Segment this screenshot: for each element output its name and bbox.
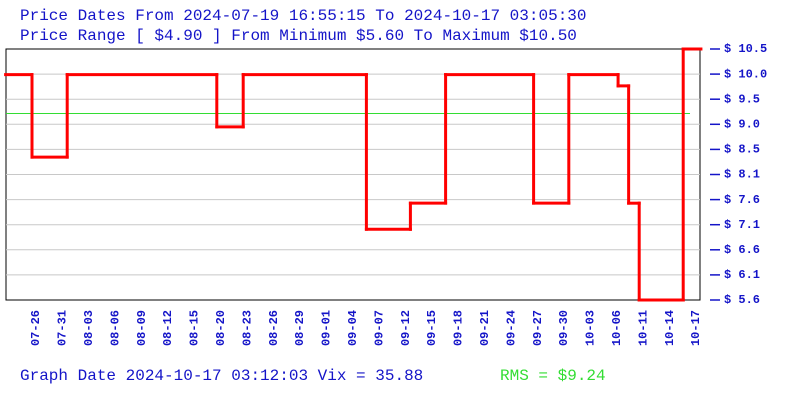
x-tick-label: 09-24 (504, 310, 518, 346)
x-tick-label: 10-14 (663, 310, 677, 346)
chart-title: Price Dates From 2024-07-19 16:55:15 To … (20, 7, 587, 25)
y-tick-label: $ 9.5 (724, 92, 760, 106)
x-tick-label: 10-03 (584, 310, 598, 346)
chart-subtitle: Price Range [ $4.90 ] From Minimum $5.60… (20, 27, 577, 45)
x-tick-label: 09-01 (320, 310, 334, 346)
y-tick-label: $ 6.1 (724, 268, 760, 282)
x-tick-label: 09-12 (399, 310, 413, 346)
x-tick-label: 09-27 (531, 310, 545, 346)
y-tick-label: $ 8.1 (724, 168, 760, 182)
footer: Graph Date 2024-10-17 03:12:03 Vix = 35.… (20, 367, 423, 385)
x-tick-label: 08-15 (188, 310, 202, 346)
x-tick-label: 08-23 (240, 310, 254, 346)
x-tick-label: 08-26 (267, 310, 281, 346)
y-tick-label: $ 7.1 (724, 218, 760, 232)
x-tick-label: 08-20 (214, 310, 228, 346)
rms-label: RMS = $9.24 (500, 367, 606, 385)
y-tick-label: $ 10.0 (724, 67, 767, 81)
y-tick-label: $ 5.6 (724, 293, 760, 307)
x-tick-label: 09-18 (452, 310, 466, 346)
x-tick-label: 08-09 (135, 310, 149, 346)
x-tick-label: 08-03 (82, 310, 96, 346)
x-tick-label: 08-29 (293, 310, 307, 346)
y-tick-label: $ 10.5 (724, 42, 767, 56)
x-tick-label: 08-12 (161, 310, 175, 346)
y-tick-label: $ 9.0 (724, 117, 760, 131)
y-tick-label: $ 6.6 (724, 243, 760, 257)
x-tick-label: 09-07 (372, 310, 386, 346)
x-tick-label: 08-06 (108, 310, 122, 346)
x-tick-label: 09-21 (478, 310, 492, 346)
y-tick-label: $ 7.6 (724, 193, 760, 207)
x-tick-label: 10-11 (636, 310, 650, 346)
x-tick-label: 09-15 (425, 310, 439, 346)
x-tick-label: 10-06 (610, 310, 624, 346)
x-tick-label: 10-17 (689, 310, 703, 346)
y-tick-label: $ 8.5 (724, 143, 760, 157)
x-tick-label: 09-30 (557, 310, 571, 346)
x-tick-label: 07-31 (56, 310, 70, 346)
x-tick-label: 07-26 (29, 310, 43, 346)
x-tick-label: 09-04 (346, 310, 360, 346)
